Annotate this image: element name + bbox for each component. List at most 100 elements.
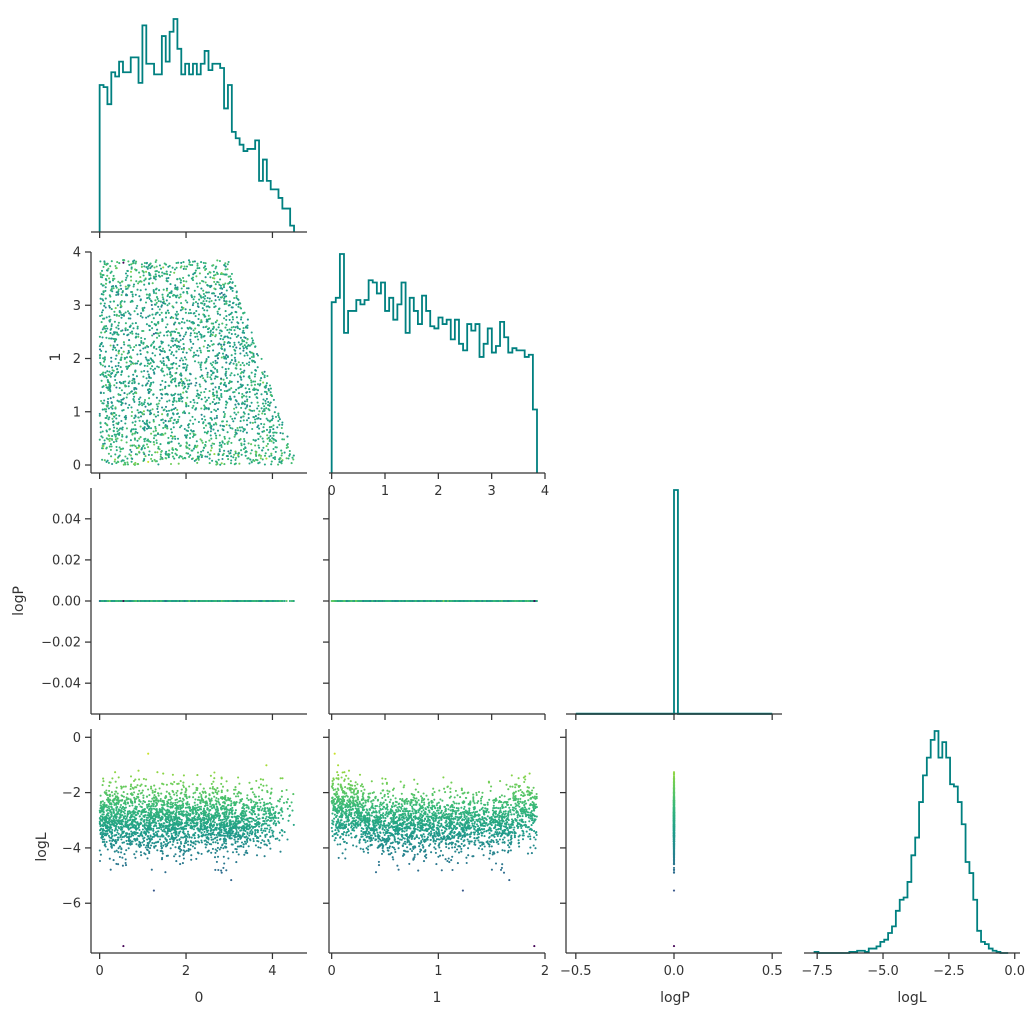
scatter-point	[104, 278, 107, 281]
scatter-point	[156, 451, 159, 454]
scatter-point	[112, 415, 116, 418]
scatter-point	[237, 305, 240, 308]
scatter-point	[174, 372, 177, 375]
scatter-point	[147, 460, 150, 463]
scatter-point	[147, 446, 150, 449]
scatter-point	[164, 393, 167, 396]
scatter-point	[125, 356, 128, 359]
scatter-point	[125, 293, 128, 296]
scatter-point	[197, 305, 200, 309]
scatter-point	[187, 259, 191, 262]
scatter-point	[129, 599, 132, 603]
scatter-point	[232, 362, 235, 365]
scatter-point	[128, 364, 131, 367]
scatter-point	[107, 267, 110, 270]
scatter-point	[236, 426, 239, 430]
scatter-point	[165, 311, 168, 314]
scatter-point	[120, 353, 123, 356]
scatter-point	[242, 327, 245, 330]
scatter-point	[127, 317, 130, 320]
scatter-point	[161, 367, 164, 370]
scatter-point	[203, 415, 206, 418]
scatter-point	[214, 386, 217, 389]
scatter-point	[217, 458, 220, 461]
scatter-point	[239, 336, 242, 339]
scatter-point	[167, 344, 170, 347]
scatter-point	[100, 293, 103, 296]
scatter-point	[216, 394, 219, 397]
scatter-point	[198, 347, 201, 350]
scatter-point	[155, 287, 158, 290]
scatter-point	[236, 327, 239, 330]
scatter-point	[243, 400, 247, 403]
scatter-point	[192, 302, 195, 305]
scatter-point	[114, 285, 117, 288]
scatter-point	[252, 355, 255, 358]
scatter-point	[269, 391, 272, 394]
scatter-point	[210, 378, 213, 381]
scatter-point	[179, 359, 182, 362]
scatter-point	[141, 316, 144, 319]
scatter-point	[178, 399, 181, 403]
scatter-point	[204, 276, 207, 279]
scatter-point	[262, 440, 265, 443]
scatter-point	[148, 397, 151, 400]
scatter-point	[223, 449, 226, 452]
scatter-point	[237, 454, 240, 457]
scatter-point	[164, 599, 167, 603]
scatter-point	[194, 301, 198, 304]
scatter-point	[108, 445, 111, 448]
scatter-point	[220, 334, 223, 337]
scatter-point	[212, 371, 215, 374]
scatter-point	[183, 385, 187, 388]
scatter-point	[165, 457, 168, 460]
scatter-point	[167, 330, 170, 333]
scatter-point	[216, 375, 219, 378]
scatter-point	[159, 458, 162, 461]
scatter-point	[120, 419, 123, 423]
scatter-point	[243, 364, 246, 367]
scatter-point	[233, 435, 236, 438]
scatter-point	[237, 303, 240, 306]
scatter-point	[275, 439, 278, 443]
scatter-point	[215, 599, 218, 603]
scatter-point	[101, 447, 104, 450]
scatter-point	[108, 365, 111, 368]
scatter-point	[166, 414, 169, 417]
scatter-point	[119, 366, 122, 369]
scatter-point	[133, 345, 136, 349]
scatter-point	[175, 362, 178, 365]
scatter-point	[234, 403, 237, 406]
scatter-point	[212, 322, 215, 325]
scatter-point	[230, 272, 233, 275]
scatter-point	[156, 433, 160, 436]
scatter-point	[196, 335, 199, 338]
scatter-point	[109, 332, 112, 335]
scatter-point	[167, 420, 170, 423]
scatter-point	[140, 336, 143, 340]
scatter-point	[292, 458, 295, 461]
scatter-point	[154, 299, 157, 302]
scatter-point	[239, 368, 242, 371]
scatter-point	[243, 331, 246, 334]
scatter-point	[218, 332, 221, 335]
scatter-point	[192, 399, 195, 402]
scatter-point	[194, 433, 197, 436]
scatter-point	[193, 351, 196, 354]
scatter-point	[281, 423, 284, 426]
scatter-point	[165, 289, 168, 292]
scatter-point	[113, 384, 116, 387]
scatter-point	[148, 273, 151, 276]
scatter-point	[253, 409, 256, 412]
scatter-point	[225, 323, 228, 326]
scatter-point	[193, 295, 196, 298]
scatter-point	[173, 271, 176, 274]
scatter-point	[143, 265, 146, 268]
scatter-point	[151, 352, 154, 355]
scatter-point	[246, 423, 249, 426]
scatter-point	[163, 334, 166, 337]
scatter-point	[156, 328, 159, 331]
scatter-point	[258, 446, 261, 449]
scatter-point	[117, 421, 120, 424]
scatter-point	[130, 414, 133, 418]
